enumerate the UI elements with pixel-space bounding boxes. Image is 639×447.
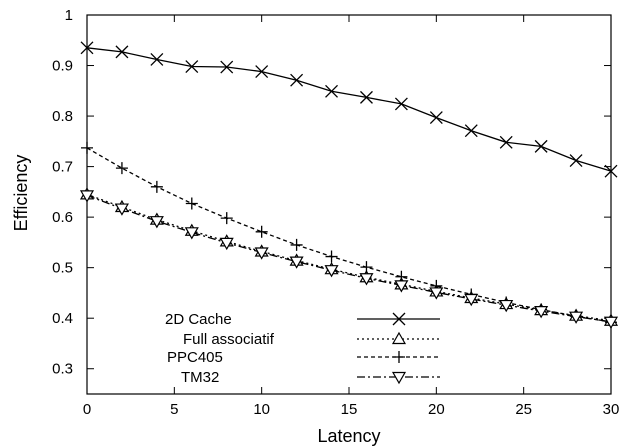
legend-label: Full associatif	[183, 331, 275, 348]
x-tick-label: 15	[341, 401, 358, 418]
data-point-2d-cache	[290, 73, 304, 87]
data-point-2d-cache	[604, 164, 618, 178]
data-point-2d-cache	[80, 41, 94, 55]
y-tick-label: 0.9	[52, 58, 73, 75]
series-layer	[79, 41, 619, 329]
data-point-tm32	[149, 216, 164, 229]
legend-swatch-marker	[393, 351, 405, 363]
tick-marks	[86, 14, 612, 394]
y-tick-label: 0.8	[52, 108, 73, 125]
data-point-ppc405	[325, 250, 338, 263]
data-point-2d-cache	[360, 90, 373, 104]
data-point-2d-cache	[255, 65, 269, 79]
data-point-2d-cache	[185, 60, 199, 74]
data-point-ppc405	[81, 141, 93, 154]
x-tick-label: 30	[603, 401, 620, 418]
data-point-tm32	[569, 311, 584, 324]
plot-frame	[86, 14, 612, 395]
series-line-ppc405	[86, 147, 612, 323]
data-point-2d-cache	[464, 124, 478, 138]
data-point-2d-cache	[534, 139, 548, 153]
series-line-full-associatif	[86, 193, 612, 322]
legend-entry-tm32: TM32	[181, 369, 440, 386]
x-axis-title: Latency	[317, 426, 380, 446]
data-point-tm32	[289, 256, 304, 269]
y-axis-title: Efficiency	[11, 155, 31, 232]
x-tick-labels: 0 5 10 15 20 25 30	[83, 401, 620, 418]
data-point-2d-cache	[394, 97, 408, 111]
data-point-tm32	[184, 227, 199, 240]
data-point-ppc405	[360, 261, 373, 274]
series-line-tm32	[86, 194, 612, 323]
y-tick-label: 0.7	[52, 159, 73, 176]
plot-border	[86, 14, 612, 395]
legend-swatch-marker	[392, 312, 406, 326]
data-point-2d-cache	[499, 135, 513, 149]
data-point-ppc405	[150, 180, 163, 193]
data-point-tm32	[79, 190, 95, 203]
data-point-2d-cache	[150, 53, 164, 66]
x-tick-label: 0	[83, 401, 91, 418]
data-point-tm32	[534, 306, 549, 319]
x-tick-label: 10	[253, 401, 270, 418]
series-2d-cache	[80, 41, 618, 178]
y-tick-label: 1	[65, 7, 73, 24]
data-point-ppc405	[220, 212, 233, 225]
legend-entry-2d-cache: 2D Cache	[165, 311, 440, 328]
legend-entry-ppc405: PPC405	[167, 349, 440, 366]
legend-entry-full-associatif: Full associatif	[183, 331, 440, 348]
data-point-tm32	[359, 273, 374, 286]
legend-label: 2D Cache	[165, 311, 232, 328]
y-tick-label: 0.3	[52, 361, 73, 378]
data-point-tm32	[394, 280, 409, 293]
data-point-2d-cache	[429, 111, 443, 125]
y-tick-label: 0.6	[52, 209, 73, 226]
x-tick-label: 25	[515, 401, 532, 418]
data-point-2d-cache	[325, 84, 338, 98]
series-line-2d-cache	[86, 47, 612, 172]
data-point-tm32	[254, 247, 269, 260]
y-tick-labels: 0.3 0.4 0.5 0.6 0.7 0.8 0.9 1	[52, 7, 73, 378]
data-point-ppc405	[115, 162, 128, 175]
data-point-tm32	[464, 293, 479, 307]
data-point-tm32	[219, 237, 234, 251]
data-point-tm32	[603, 316, 619, 329]
legend-label: TM32	[181, 369, 219, 386]
data-point-tm32	[429, 287, 444, 300]
x-tick-label: 5	[170, 401, 178, 418]
data-point-ppc405	[255, 225, 268, 238]
data-point-ppc405	[185, 197, 198, 210]
series-full-associatif	[79, 187, 619, 326]
data-point-2d-cache	[115, 45, 129, 59]
series-ppc405	[81, 141, 617, 329]
data-point-2d-cache	[569, 154, 583, 167]
data-point-ppc405	[290, 238, 303, 251]
x-tick-label: 20	[428, 401, 445, 418]
data-point-2d-cache	[220, 60, 234, 74]
legend-swatch-marker	[391, 371, 407, 385]
y-tick-label: 0.4	[52, 310, 73, 327]
data-point-tm32	[114, 203, 129, 216]
series-tm32	[79, 190, 619, 329]
y-tick-label: 0.5	[52, 260, 73, 277]
data-point-tm32	[499, 299, 514, 313]
legend-label: PPC405	[167, 349, 223, 366]
legend-swatch-marker	[391, 331, 407, 345]
data-point-tm32	[324, 265, 339, 278]
